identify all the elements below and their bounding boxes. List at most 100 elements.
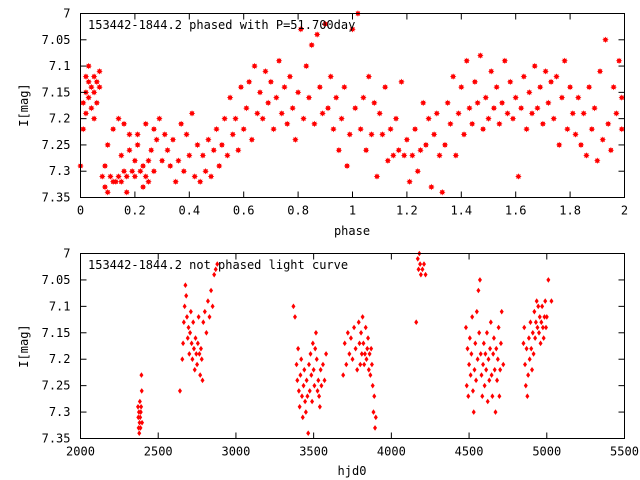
phased-data-point [534,104,541,112]
light-curve-data-point [324,351,329,357]
light-curve-data-point [539,319,544,326]
phased-xtick-label: 0 [77,204,84,218]
light-curve-data-point [313,345,318,352]
light-curve-ytick-label: 7.15 [42,326,71,340]
light-curve-data-point [184,292,189,299]
phased-data-point [235,146,242,154]
phased-data-point [430,131,438,138]
phased-data-point [156,115,163,122]
phased-data-point [596,68,604,75]
phased-data-point [330,125,337,133]
phased-data-point [498,99,506,107]
phased-data-point [602,36,609,43]
phased-data-point [278,110,285,117]
phased-data-point [218,141,226,149]
phased-data-point [123,173,130,180]
light-curve-data-point [315,388,320,394]
phased-data-point [504,110,511,117]
phased-xtick-label: 0.6 [233,204,255,218]
light-curve-data-point [197,351,202,357]
light-curve-data-point [359,329,364,336]
light-curve-data-point [538,340,543,347]
light-curve-data-point [483,351,488,357]
phased-data-point [303,62,310,70]
light-curve-data-point [320,361,325,368]
light-curve-data-point [177,388,182,394]
light-curve-data-point [468,372,473,378]
light-curve-xtick-label: 3500 [299,445,328,459]
light-curve-data-point [200,377,205,384]
phased-data-point [164,146,171,154]
light-curve-data-point [544,314,549,320]
phased-data-point [447,120,454,128]
phased-data-point [580,110,587,117]
light-curve-data-point [198,372,203,378]
phased-data-point [618,94,625,101]
phased-data-point [240,125,247,133]
light-curve-data-point [475,356,480,363]
light-curve-data-point [526,335,531,341]
light-curve-data-point [310,398,315,405]
phased-data-point [371,99,378,107]
light-curve-data-point [492,366,497,373]
light-curve-data-point [480,393,485,400]
light-curve-data-point [201,319,206,326]
light-curve-data-point [204,329,209,336]
phased-data-point [139,183,147,191]
light-curve-data-point [198,345,203,352]
light-curve-data-point [530,366,535,373]
light-curve-data-point [292,314,297,320]
phased-data-point [262,68,269,75]
light-curve-data-point [194,351,199,357]
light-curve-data-point [312,382,317,389]
phased-data-point [120,120,128,128]
light-curve-data-point [296,388,301,394]
light-curve-data-point [359,351,364,357]
phased-data-point [607,146,615,154]
phased-data-point [395,146,402,154]
light-curve-data-point [482,382,487,389]
phased-data-point [264,99,272,107]
light-curve-data-point [526,372,531,378]
phased-plot-title: 153442-1844.2 phased with P=51.700day [88,18,355,32]
phased-data-point [139,162,147,170]
phased-data-point [479,125,487,133]
phased-ytick-label: 7.1 [49,59,71,73]
phased-data-point [311,120,318,128]
phased-data-point [158,157,166,164]
phased-data-point [322,20,329,28]
phased-data-point [561,57,568,65]
light-curve-data-point [303,398,308,405]
phased-data-point [618,125,625,133]
phased-data-point [463,57,470,65]
light-curve-data-point [188,329,193,336]
phased-data-point [267,78,275,86]
light-curve-data-point [478,351,483,357]
phased-data-point [387,125,394,133]
phased-data-point [615,57,623,65]
phased-data-point [131,157,139,164]
phased-data-point [362,146,370,154]
light-curve-data-point [366,335,371,341]
light-curve-data-point [495,377,500,384]
light-curve-data-point [496,324,501,331]
light-curve-data-point [467,335,472,341]
phased-data-point [175,157,182,164]
phased-data-point [96,83,103,91]
light-curve-xtick-label: 5500 [610,445,639,459]
phased-data-point [507,78,514,86]
light-curve-data-point [537,314,542,320]
light-curve-data-point [495,356,500,363]
phased-data-point [259,115,266,122]
light-curve-data-point [185,335,190,341]
phased-data-point [148,146,155,154]
light-curve-data-point [313,329,318,336]
light-curve-data-point [421,261,426,267]
light-curve-data-point [301,382,306,389]
phased-data-point [183,131,190,138]
phased-data-point [520,73,528,80]
phased-data-point [460,131,468,138]
light-curve-data-point [139,403,144,410]
phased-data-point [289,104,296,112]
phased-data-point [126,146,133,154]
